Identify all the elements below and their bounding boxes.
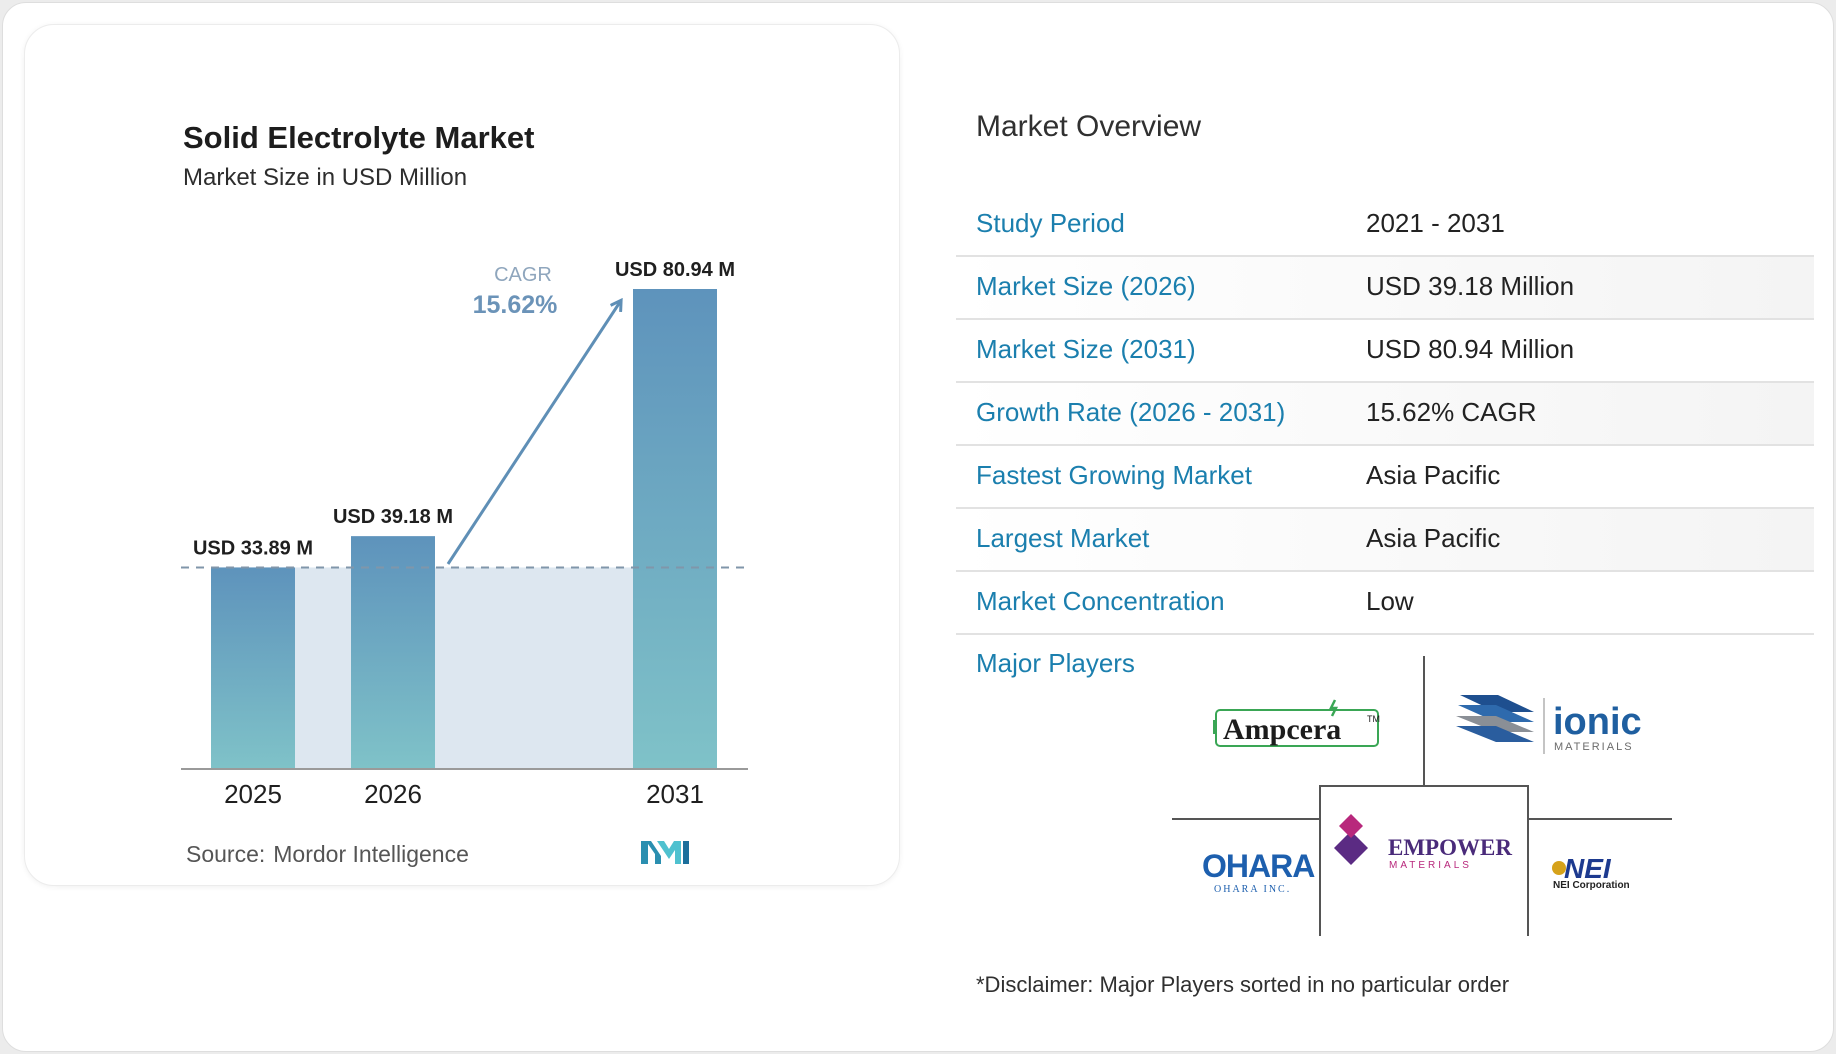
empower-sub: MATERIALS [1389, 860, 1472, 871]
nei-sub: NEI Corporation [1553, 880, 1630, 891]
ohara-name: OHARA [1202, 848, 1315, 884]
nei-corporation-logo: NEI NEI Corporation [1552, 853, 1630, 891]
cagr-value: 15.62% [473, 291, 558, 319]
overview-row: Fastest Growing Market Asia Pacific [956, 446, 1814, 509]
overview-value: USD 39.18 Million [1366, 271, 1575, 301]
overview-row: Growth Rate (2026 - 2031) 15.62% CAGR [956, 383, 1814, 446]
overview-value: 2021 - 2031 [1366, 208, 1505, 238]
major-players-label: Major Players [976, 648, 1135, 678]
overview-label: Growth Rate (2026 - 2031) [976, 397, 1286, 427]
source-label: Source: [186, 841, 266, 867]
players-grid-lines [1172, 656, 1672, 936]
data-label-2025: USD 33.89 M [193, 537, 313, 559]
bar-2031 [633, 289, 717, 768]
empower-materials-logo: EMPOWER MATERIALS [1334, 814, 1512, 871]
chart-subtitle: Market Size in USD Million [183, 164, 468, 191]
overview-value: Asia Pacific [1366, 460, 1501, 490]
overview-label: Largest Market [976, 523, 1150, 553]
overview-row: Market Size (2026) USD 39.18 Million [956, 257, 1814, 320]
major-players-grid: Ampcera TM ionic MATERIALS OHARA OHARA I… [1172, 656, 1672, 936]
overview-value: Asia Pacific [1366, 523, 1501, 553]
overview-row: Market Size (2031) USD 80.94 Million [956, 320, 1814, 383]
x-tick-2025: 2025 [224, 779, 282, 809]
x-tick-2026: 2026 [364, 779, 422, 809]
mordor-intelligence-logo [641, 841, 689, 864]
ampcera-logo: Ampcera TM [1213, 699, 1380, 747]
overview-label: Market Concentration [976, 586, 1225, 616]
ionic-sub: MATERIALS [1554, 741, 1634, 753]
overview-label: Market Size (2026) [976, 271, 1196, 301]
ionic-name: ionic [1553, 701, 1642, 743]
ohara-logo: OHARA OHARA INC. [1202, 848, 1316, 895]
overview-row: Study Period 2021 - 2031 [956, 194, 1814, 257]
overview-label: Study Period [976, 208, 1125, 238]
source-line: Source: Mordor Intelligence [186, 841, 477, 868]
overview-value: USD 80.94 Million [1366, 334, 1575, 364]
chart-title: Solid Electrolyte Market [183, 120, 535, 155]
data-label-2026: USD 39.18 M [333, 506, 453, 528]
overview-row: Market Concentration Low [956, 572, 1814, 635]
baseline-band [211, 567, 717, 768]
ampcera-tm: TM [1367, 714, 1380, 724]
cagr-label: CAGR [494, 264, 552, 286]
bar-chart: CAGR 15.62% USD 33.89 M USD 39.18 M USD 80… [181, 259, 750, 809]
overview-label: Fastest Growing Market [976, 460, 1252, 490]
source-name: Mordor Intelligence [273, 841, 469, 867]
overview-label: Market Size (2031) [976, 334, 1196, 364]
bar-2025 [211, 567, 295, 768]
ampcera-name: Ampcera [1223, 713, 1341, 746]
overview-value: 15.62% CAGR [1366, 397, 1537, 427]
data-label-2031: USD 80.94 M [615, 259, 735, 281]
x-tick-2031: 2031 [646, 779, 704, 809]
overview-title: Market Overview [976, 110, 1202, 143]
overview-table: Study Period 2021 - 2031 Market Size (20… [956, 194, 1814, 635]
overview-value: Low [1366, 586, 1414, 616]
ionic-materials-logo: ionic MATERIALS [1456, 695, 1642, 754]
overview-row: Largest Market Asia Pacific [956, 509, 1814, 572]
empower-name: EMPOWER [1388, 835, 1512, 860]
ohara-sub: OHARA INC. [1214, 884, 1291, 895]
nei-name: NEI [1564, 853, 1612, 884]
bar-2026 [351, 536, 435, 768]
cagr-arrow [446, 302, 620, 565]
disclaimer: *Disclaimer: Major Players sorted in no … [976, 972, 1510, 997]
